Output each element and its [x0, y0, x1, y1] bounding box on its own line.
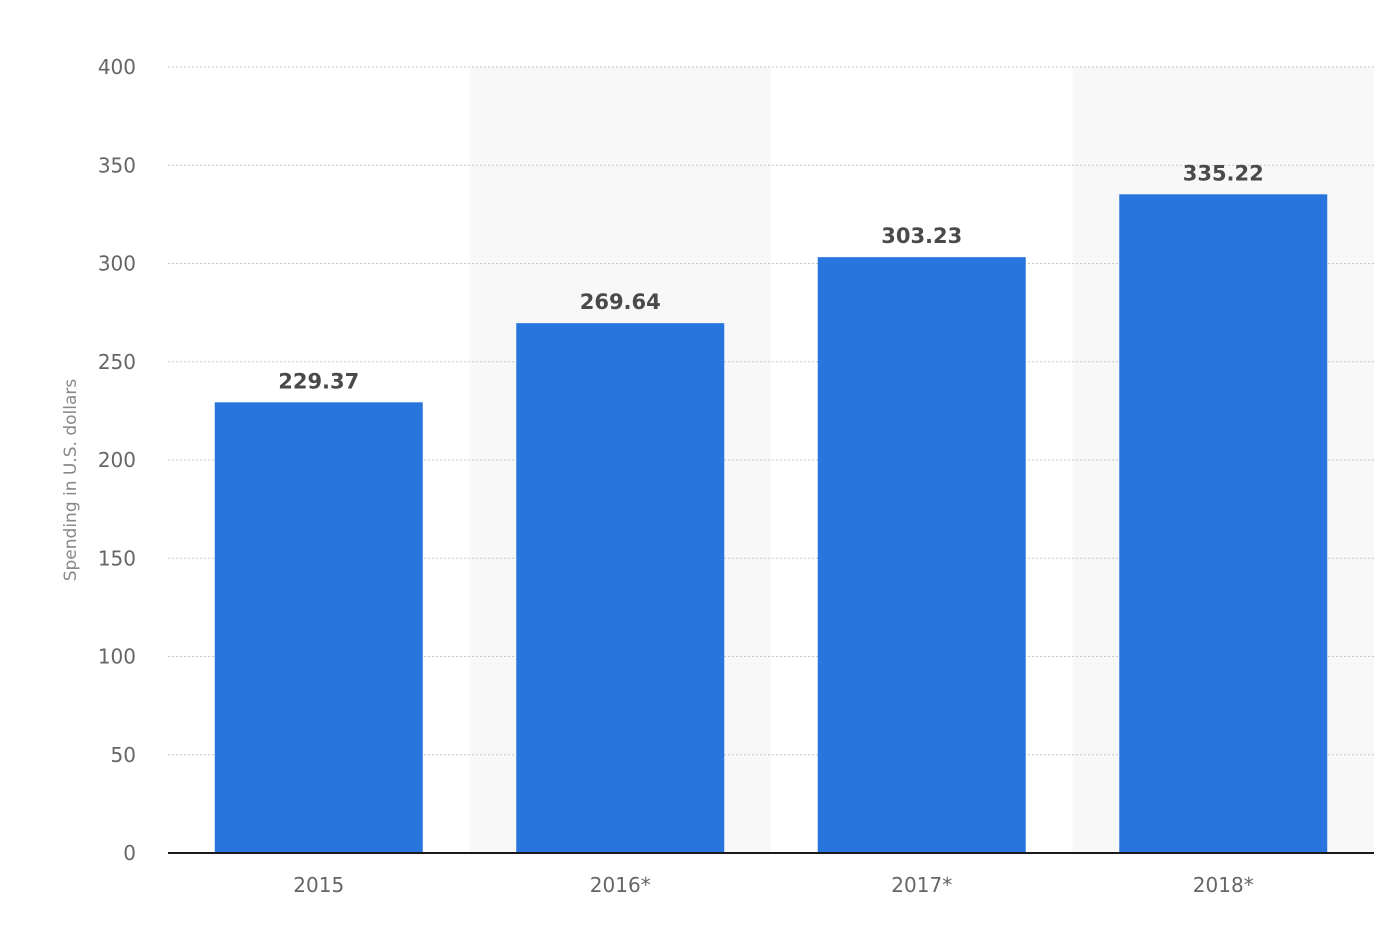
bar-value-label: 269.64 — [580, 290, 661, 314]
bar — [817, 257, 1026, 853]
bar — [214, 402, 423, 853]
x-tick-label: 2015 — [293, 873, 344, 897]
bars — [214, 194, 1328, 853]
bar — [516, 323, 725, 853]
value-labels: 229.37 269.64 303.23 335.22 — [278, 161, 1264, 393]
bar-value-label: 229.37 — [278, 369, 359, 393]
y-tick-label: 300 — [98, 252, 136, 276]
y-axis-tick-labels: 0 50 100 150 200 250 300 350 400 — [98, 55, 136, 865]
y-tick-label: 100 — [98, 645, 136, 669]
y-tick-label: 50 — [111, 743, 136, 767]
x-axis-tick-labels: 2015 2016* 2017* 2018* — [293, 873, 1253, 897]
x-tick-label: 2016* — [590, 873, 651, 897]
bar-value-label: 335.22 — [1183, 161, 1264, 185]
y-axis-title: Spending in U.S. dollars — [61, 379, 81, 582]
bar — [1119, 194, 1328, 853]
x-tick-label: 2018* — [1193, 873, 1254, 897]
y-tick-label: 350 — [98, 153, 136, 177]
y-tick-label: 0 — [123, 841, 136, 865]
y-tick-label: 200 — [98, 448, 136, 472]
y-tick-label: 150 — [98, 546, 136, 570]
y-tick-label: 400 — [98, 55, 136, 79]
bar-value-label: 303.23 — [881, 224, 962, 248]
x-tick-label: 2017* — [891, 873, 952, 897]
y-tick-label: 250 — [98, 350, 136, 374]
